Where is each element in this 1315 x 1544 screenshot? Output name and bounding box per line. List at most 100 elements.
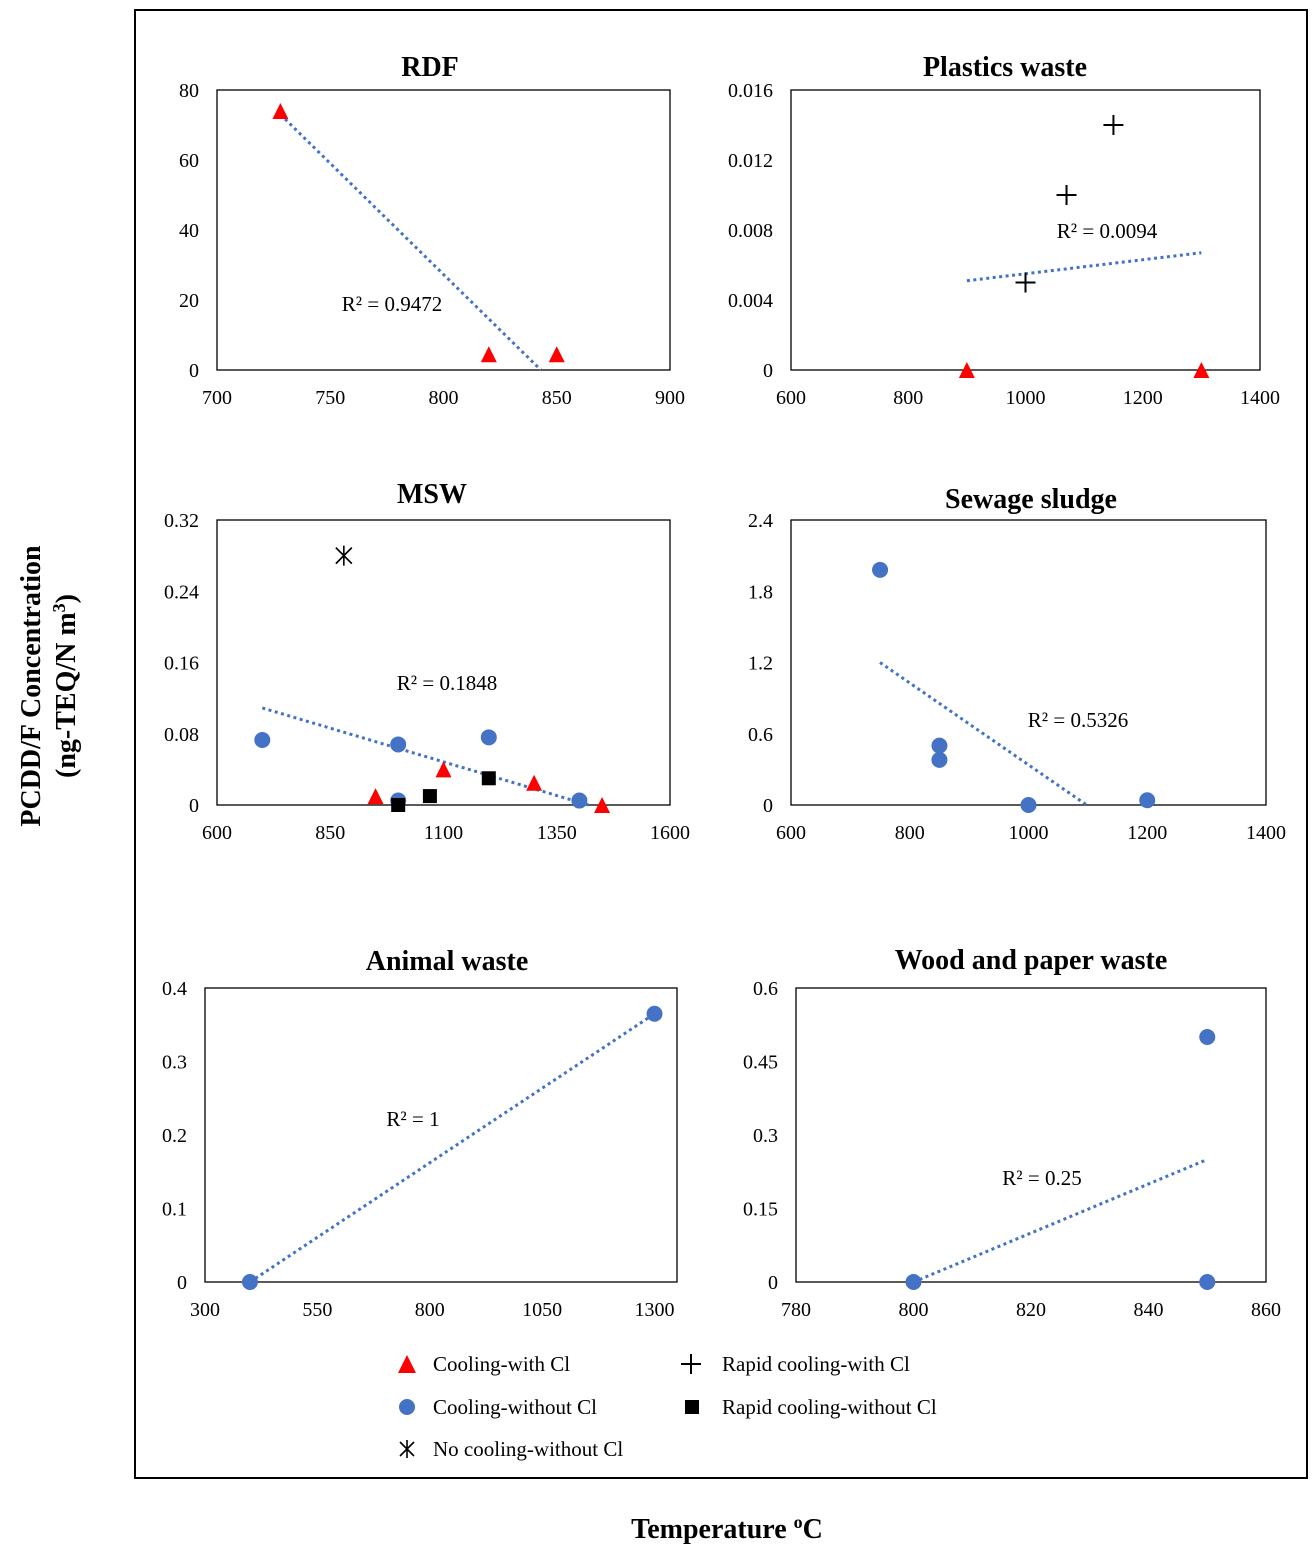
panel-animal-waste: Animal waste 300 550 800 1050 1300 0 0.1 0.2 0.3 0… [162, 946, 678, 1321]
triangle-marker [594, 797, 611, 813]
plot-area [216, 89, 671, 371]
x-tick-label: 850 [315, 822, 345, 844]
y-tick-label: 0.6 [753, 978, 778, 1000]
triangle-marker [367, 788, 384, 805]
y-tick-label: 0.008 [728, 220, 773, 242]
chart-title: RDF [401, 52, 459, 83]
r-squared-label: R² = 0.5326 [1028, 708, 1128, 732]
y-tick-label: 0 [177, 1272, 187, 1294]
plot-area [204, 987, 678, 1283]
x-tick-label: 1600 [650, 822, 690, 844]
plus-marker [1056, 185, 1077, 205]
x-tick-label: 600 [202, 822, 232, 844]
y-tick-label: 0.3 [162, 1052, 187, 1074]
legend-square-marker [685, 1400, 699, 1414]
y-axis-title-line2: (ng-TEQ/N m3) [49, 594, 82, 778]
y-tick-label: 0 [763, 360, 773, 382]
circle-marker [931, 737, 948, 754]
y-tick-label: 0 [189, 795, 199, 817]
x-tick-label: 780 [781, 1299, 811, 1321]
panel-sewage-sludge: Sewage sludge 600 800 1000 1200 1400 0 0.6 1.2 1.… [748, 484, 1286, 844]
y-tick-label: 2.4 [748, 510, 773, 532]
legend-label-rapid-cooling-with-cl: Rapid cooling-with Cl [722, 1352, 910, 1376]
triangle-marker [1193, 362, 1210, 378]
triangle-marker [548, 346, 565, 363]
circle-marker [905, 1274, 922, 1290]
trendline [279, 113, 542, 372]
y-tick-label: 0.45 [743, 1052, 778, 1074]
y-tick-label: 60 [179, 150, 199, 172]
circle-marker [1199, 1029, 1216, 1045]
y-tick-label: 1.2 [748, 653, 773, 675]
y-tick-label: 0.004 [728, 290, 773, 312]
x-tick-label: 800 [429, 387, 459, 409]
circle-marker [646, 1005, 663, 1022]
legend-item-cooling-without-cl: Cooling-without Cl [399, 1395, 597, 1419]
r-squared-label: R² = 1 [386, 1107, 439, 1131]
x-tick-label: 1100 [424, 822, 463, 844]
chart-title: Wood and paper waste [895, 945, 1168, 976]
legend-item-cooling-with-cl: Cooling-with Cl [398, 1352, 570, 1376]
plus-marker [1015, 272, 1036, 293]
plot-area [790, 519, 1267, 806]
y-tick-label: 0.1 [162, 1199, 187, 1221]
x-tick-label: 550 [302, 1299, 332, 1321]
x-tick-label: 840 [1134, 1299, 1164, 1321]
triangle-marker [272, 103, 289, 119]
legend-item-rapid-cooling-with-cl: Rapid cooling-with Cl [681, 1352, 910, 1376]
square-marker [422, 789, 437, 804]
y-tick-label: 0.08 [164, 724, 199, 746]
chart-title: Sewage sludge [945, 484, 1117, 515]
x-tick-label: 850 [542, 387, 572, 409]
trendline [912, 1158, 1208, 1284]
trendline [879, 661, 1088, 807]
x-tick-label: 800 [415, 1299, 445, 1321]
x-tick-label: 800 [893, 387, 923, 409]
circle-marker [480, 729, 497, 746]
x-tick-label: 1000 [1006, 387, 1046, 409]
y-tick-label: 0.15 [743, 1199, 778, 1221]
circle-marker [1199, 1274, 1216, 1290]
legend-label-cooling-without-cl: Cooling-without Cl [433, 1395, 597, 1419]
x-axis-title: Temperature oC [631, 1512, 823, 1544]
square-marker [481, 771, 496, 786]
y-tick-label: 80 [179, 80, 199, 102]
asterisk-marker [335, 545, 353, 566]
y-tick-label: 0.24 [164, 581, 199, 603]
r-squared-label: R² = 0.25 [1002, 1166, 1081, 1190]
trendline [966, 251, 1202, 283]
legend-plus-marker [681, 1354, 701, 1374]
panel-rdf: RDF 700 750 800 850 900 0 20 40 60 80 R² = 0.9472 [179, 52, 685, 409]
chart-title: Plastics waste [923, 52, 1087, 83]
y-tick-label: 0.4 [162, 978, 187, 1000]
circle-marker [1020, 797, 1037, 813]
x-tick-label: 1400 [1246, 822, 1286, 844]
circle-marker [872, 561, 889, 578]
triangle-marker [480, 346, 497, 363]
y-tick-label: 40 [179, 220, 199, 242]
y-axis-title-line1: PCDD/F Concentration [16, 545, 47, 827]
y-tick-label: 0.012 [728, 150, 773, 172]
circle-marker [571, 792, 588, 809]
y-tick-label: 0.6 [748, 724, 773, 746]
legend: Cooling-with Cl Rapid cooling-with Cl Co… [398, 1352, 937, 1461]
y-tick-label: 20 [179, 290, 199, 312]
legend-item-rapid-cooling-without-cl: Rapid cooling-without Cl [685, 1395, 937, 1419]
legend-triangle-marker [398, 1355, 416, 1373]
plot-area [216, 519, 671, 806]
r-squared-label: R² = 0.0094 [1057, 219, 1158, 243]
x-tick-label: 600 [776, 387, 806, 409]
y-tick-label: 0.16 [164, 653, 199, 675]
y-tick-label: 0 [763, 795, 773, 817]
x-tick-label: 750 [315, 387, 345, 409]
r-squared-label: R² = 0.9472 [342, 292, 442, 316]
circle-marker [254, 731, 271, 748]
x-tick-label: 800 [895, 822, 925, 844]
triangle-marker [435, 761, 452, 778]
panel-msw: MSW 600 850 1100 1350 1600 0 0.08 0.16 0.24 0.32 R²… [164, 479, 690, 844]
triangle-marker [526, 774, 543, 791]
circle-marker [241, 1274, 258, 1290]
y-tick-label: 0 [768, 1272, 778, 1294]
y-tick-label: 0.016 [728, 80, 773, 102]
